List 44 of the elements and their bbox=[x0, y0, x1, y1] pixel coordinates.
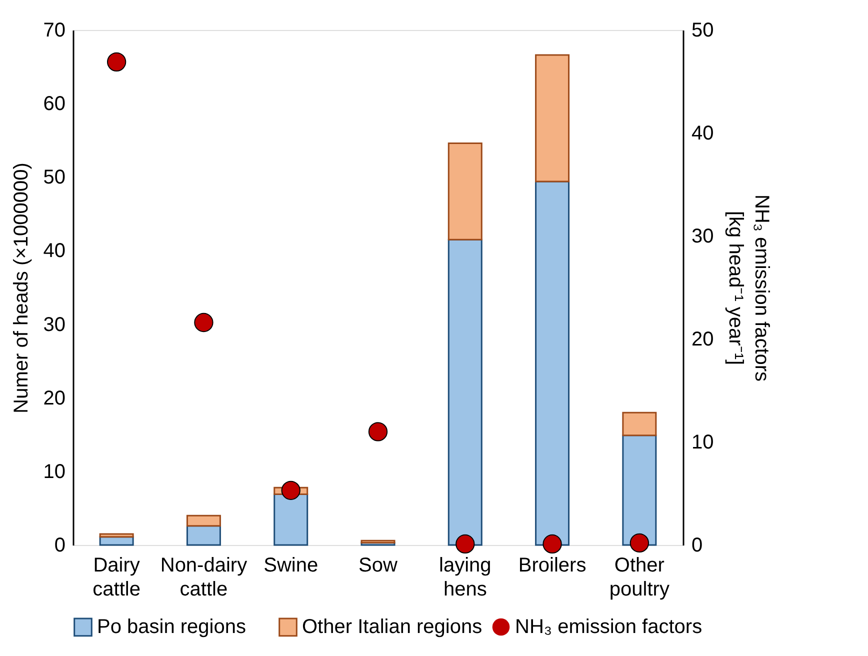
x-tick-label: Broilers bbox=[518, 554, 586, 576]
bar bbox=[448, 142, 482, 240]
y-tick-label: 40 bbox=[43, 240, 66, 262]
y-tick-label: 20 bbox=[43, 387, 66, 410]
point bbox=[630, 533, 650, 553]
point bbox=[281, 480, 300, 500]
point bbox=[106, 52, 126, 72]
bar bbox=[99, 533, 134, 538]
y2-tick-label: 30 bbox=[692, 226, 714, 248]
x-tick-label: Dairy cattle bbox=[92, 554, 140, 600]
x-tick-label: Swine bbox=[264, 554, 318, 576]
bar bbox=[535, 54, 570, 182]
y-tick-label: 70 bbox=[43, 20, 66, 42]
y2-tick-label: 40 bbox=[692, 122, 714, 144]
legend-label: Po basin regions bbox=[97, 616, 246, 638]
legend-label: NH₃ emission factors bbox=[515, 616, 702, 638]
bar bbox=[360, 540, 396, 544]
y2-axis-title: NH₃ emission factors [kg head⁻¹ year⁻¹] bbox=[724, 194, 773, 382]
y2-tick-label: 0 bbox=[692, 534, 703, 556]
bar bbox=[535, 180, 570, 546]
bar bbox=[622, 434, 657, 546]
point bbox=[194, 312, 214, 332]
point bbox=[456, 534, 475, 554]
bar bbox=[622, 412, 657, 436]
y2-tick-label: 10 bbox=[692, 432, 714, 454]
x-tick-label: laying hens bbox=[439, 554, 492, 600]
x-tick-label: Other poultry bbox=[609, 554, 670, 600]
y2-tick-label: 50 bbox=[692, 20, 714, 42]
bar bbox=[448, 238, 482, 546]
y-tick-label: 30 bbox=[43, 314, 66, 336]
legend-label: Other Italian regions bbox=[302, 616, 482, 638]
y-tick-label: 50 bbox=[43, 166, 66, 189]
y-tick-label: 10 bbox=[43, 460, 66, 483]
y-axis-title: Numer of heads (×1000000) bbox=[10, 162, 32, 414]
y-tick-label: 60 bbox=[43, 93, 66, 116]
point bbox=[368, 422, 388, 442]
bar bbox=[274, 493, 308, 546]
y2-tick-label: 20 bbox=[692, 328, 714, 350]
y-tick-label: 0 bbox=[54, 534, 66, 556]
bar bbox=[186, 525, 221, 546]
bar bbox=[186, 514, 221, 527]
x-tick-label: Sow bbox=[358, 554, 398, 576]
point bbox=[542, 534, 562, 554]
x-tick-label: Non-dairy cattle bbox=[160, 554, 248, 600]
